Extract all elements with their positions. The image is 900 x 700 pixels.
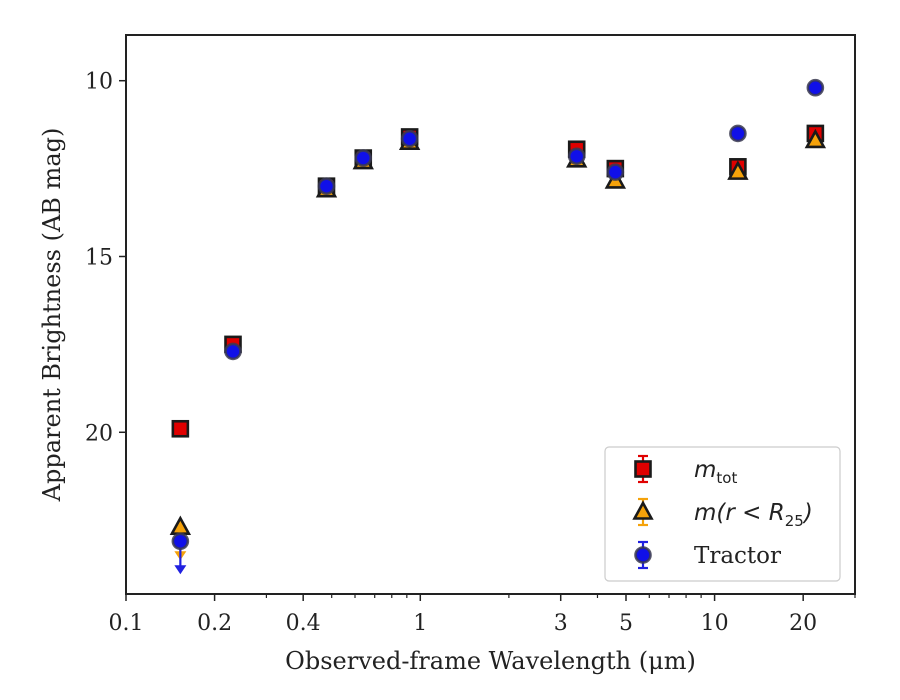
x-tick-label: 0.2	[197, 611, 232, 636]
data-point	[606, 163, 625, 181]
y-tick-label: 10	[85, 70, 113, 95]
x-tick-label: 20	[789, 611, 817, 636]
data-point	[354, 149, 373, 167]
data-point	[567, 147, 586, 166]
data-point	[224, 342, 242, 361]
x-tick-label: 1	[413, 611, 427, 636]
plot-frame	[125, 34, 856, 595]
legend-label: mtot	[694, 457, 737, 487]
legend-entry: Tractor	[634, 540, 781, 570]
upper-limit-arrowhead	[174, 565, 187, 575]
data-point	[806, 78, 825, 97]
data-point	[317, 177, 336, 195]
legend-marker	[634, 460, 652, 478]
series-circle	[171, 78, 825, 575]
x-axis-label: Observed-frame Wavelength (μm)	[285, 647, 696, 675]
x-tick-label: 5	[619, 611, 633, 636]
legend-label: m(r < R25)	[694, 500, 813, 530]
x-tick-label: 10	[701, 611, 729, 636]
axis-ticks: 0.1 0.2 0.4 1 3 5 10 20 10 15 20	[85, 70, 856, 636]
x-tick-label: 0.4	[286, 611, 321, 636]
data-point	[171, 532, 190, 551]
legend-marker	[634, 546, 652, 564]
legend-box	[604, 446, 841, 582]
y-axis-label: Apparent Brightness (AB mag)	[38, 128, 66, 503]
legend-label: Tractor	[694, 543, 781, 569]
y-tick-label: 15	[85, 245, 113, 270]
data-point	[729, 124, 747, 143]
legend-entry: mtot	[634, 454, 737, 487]
y-tick-label: 20	[85, 421, 113, 446]
data-point	[804, 128, 827, 149]
data-point	[400, 129, 419, 148]
data-point	[171, 419, 190, 438]
legend-marker	[632, 500, 654, 520]
data-point	[727, 160, 749, 180]
x-tick-label: 0.1	[109, 611, 144, 636]
legend-entry: m(r < R25)	[632, 497, 813, 530]
x-tick-label: 3	[554, 611, 568, 636]
legend: mtot m(r < R25) Tractor	[604, 446, 841, 582]
data-marks	[169, 78, 827, 575]
